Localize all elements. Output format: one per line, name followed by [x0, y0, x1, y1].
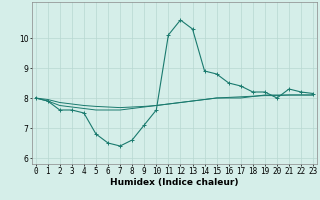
X-axis label: Humidex (Indice chaleur): Humidex (Indice chaleur)	[110, 178, 239, 187]
